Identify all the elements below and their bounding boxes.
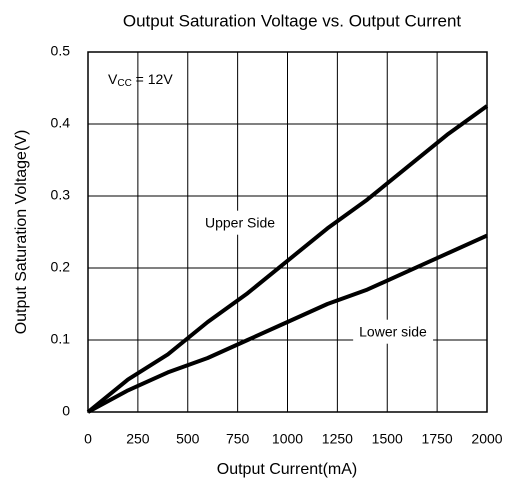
series-label: Lower side (359, 324, 427, 340)
x-tick-label: 1750 (422, 431, 453, 447)
x-tick-label: 250 (126, 431, 150, 447)
y-tick-label: 0.3 (51, 187, 71, 203)
series-label-bg (353, 319, 434, 344)
y-tick-label: 0.1 (51, 331, 71, 347)
x-tick-label: 2000 (471, 431, 502, 447)
y-tick-label: 0 (62, 403, 70, 419)
y-axis-label: Output Saturation Voltage(V) (13, 130, 30, 335)
series-label: Upper Side (205, 215, 275, 231)
annotation: VCC = 12V (108, 71, 173, 89)
annotation-sub: CC (117, 78, 131, 89)
plot-frame (87, 51, 488, 413)
y-tick-label: 0.2 (51, 259, 71, 275)
chart-title: Output Saturation Voltage vs. Output Cur… (123, 11, 462, 30)
x-tick-label: 1500 (372, 431, 403, 447)
series-line (86, 104, 489, 414)
y-tick-label: 0.4 (51, 115, 71, 131)
x-tick-label: 500 (176, 431, 200, 447)
x-axis-label: Output Current(mA) (217, 461, 357, 478)
y-tick-label: 0.5 (51, 43, 71, 59)
x-tick-label: 1000 (272, 431, 303, 447)
x-tick-label: 750 (226, 431, 250, 447)
x-tick-label: 0 (84, 431, 92, 447)
annotation-main: V (108, 71, 118, 87)
x-tick-label: 1250 (322, 431, 353, 447)
annotation-rest: = 12V (132, 71, 174, 87)
series-label-bg (198, 210, 282, 235)
series-line (87, 233, 488, 414)
